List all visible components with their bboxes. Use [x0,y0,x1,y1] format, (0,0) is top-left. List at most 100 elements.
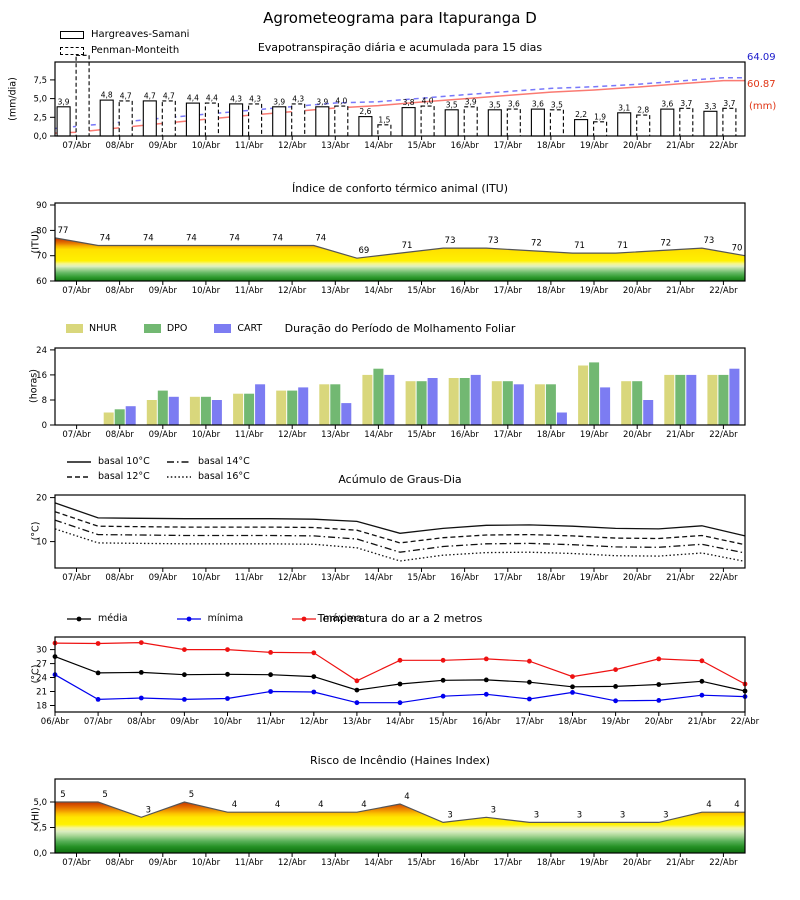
x-tick-label: 14/Abr [364,573,393,583]
x-tick-label: 09/Abr [149,430,178,440]
bar-value-label: 4,7 [163,91,175,100]
legend-label: NHUR [89,323,117,334]
bar-value-label: 3,5 [551,100,563,109]
haines-value-label: 4 [318,800,323,810]
Hargreaves-Samani-bar [99,99,114,137]
x-tick-label: 14/Abr [364,858,393,868]
bar-value-label: 3,5 [489,100,501,109]
x-tick-label: 15/Abr [407,286,436,296]
DPO-bar [502,381,513,425]
Penman-Monteith-bar [204,102,219,137]
molhamento-title: Duração do Período de Molhamento Foliar [284,322,516,335]
x-tick-label: 10/Abr [192,430,221,440]
haines-value-label: 3 [146,805,151,815]
x-tick-label: 16/Abr [451,141,480,151]
x-tick-label: 17/Abr [494,573,523,583]
média-point [225,671,230,677]
legend-label: mínima [207,613,244,624]
y-tick-label: 2,5 [33,113,47,123]
bar-value-label: 4,4 [206,94,218,103]
itu-ylabel: (ITU) [30,230,42,254]
média-point [613,684,618,689]
bar-value-label: 4,0 [335,97,347,106]
x-tick-label: 13/Abr [321,286,350,296]
haines-value-label: 5 [60,790,65,800]
media-swatch [67,616,91,621]
Penman-Monteith-bar [549,109,564,137]
itu-axes-box [54,202,746,282]
NHUR-bar [578,365,589,425]
mínima-point [138,695,144,701]
x-tick-label: 08/Abr [105,286,134,296]
média-point [311,674,317,679]
x-tick-label: 22/Abr [709,858,738,868]
evapo-chart: 3,9 4,8 4,7 4,4 4,3 3,9 3,9 2,6 3,8 3,5 3,5 3,6 2,2 3… [33,54,746,151]
y-tick-label: 90 [36,201,47,211]
bar-value-label: 3,8 [403,98,415,107]
NHUR-bar [491,381,502,425]
legend-item-basal12: basal 12°C [66,471,166,482]
mínima-point [95,697,101,702]
x-tick-label: 17/Abr [494,286,523,296]
média-point [570,684,575,690]
cart-swatch [214,324,232,333]
CART-bar [643,400,654,425]
máxima-point [354,678,360,684]
y-tick-label: 16 [36,371,47,381]
x-tick-label: 21/Abr [666,286,695,296]
y-tick-label: 5,0 [33,95,47,105]
mínima-point [656,698,662,703]
bar-value-label: 3,9 [58,97,70,106]
CART-bar [556,412,567,425]
x-tick-label: 16/Abr [451,430,480,440]
haines-value-label: 4 [404,792,409,802]
x-tick-label: 07/Abr [62,573,91,583]
DPO-bar [157,390,168,425]
haines-value-label: 5 [189,790,194,800]
haines-curve [55,801,745,824]
x-tick-label: 19/Abr [580,430,609,440]
Hargreaves-Samani-bar [530,108,545,137]
x-tick-label: 17/Abr [494,858,523,868]
evapo-ylabel: (mm/dia) [7,77,19,121]
DPO-bar [459,378,470,425]
Hargreaves-Samani-bar [574,119,589,137]
x-tick-label: 12/Abr [300,717,329,727]
legend-label: basal 16°C [198,471,250,482]
x-tick-label: 17/Abr [494,141,523,151]
temp-ylabel: (°C) [30,664,42,684]
DPO-bar [416,381,427,425]
hargreaves-swatch [60,30,84,39]
média-point [483,677,489,683]
x-tick-label: 12/Abr [278,286,307,296]
CART-bar [125,406,136,425]
grausdia-title: Acúmulo de Graus-Dia [338,473,462,486]
x-tick-label: 21/Abr [666,430,695,440]
mínima-point [440,693,446,699]
itu-value-label: 72 [660,239,671,249]
x-tick-label: 09/Abr [170,717,199,727]
legend-label: basal 14°C [198,456,250,467]
y-tick-label: 18 [36,702,47,712]
legend-label: basal 10°C [98,456,150,467]
x-tick-label: 20/Abr [623,430,652,440]
x-tick-label: 10/Abr [192,141,221,151]
x-tick-label: 07/Abr [62,858,91,868]
haines-value-label: 3 [577,810,582,820]
x-tick-label: 14/Abr [386,717,415,727]
mínima-point [354,700,360,706]
DPO-bar [589,362,600,425]
maxima-swatch [292,616,317,621]
mínima-point [483,691,489,697]
CART-bar [341,403,352,425]
grausdia-chart: 10 20 07/Abr 08/Abr 09/Abr 10/Abr 11/Abr 12/Abr… [36,494,746,583]
bar-value-label: 3,3 [704,102,716,111]
x-tick-label: 18/Abr [558,717,587,727]
evapo-legend: Hargreaves-Samani Penman-Monteith [60,29,189,56]
mínima-point [570,690,575,695]
média-point [268,672,273,678]
Penman-Monteith-bar [722,107,737,137]
legend-item-dpo: DPO [143,323,187,334]
haines-value-label: 5 [102,790,107,800]
itu-value-label: 73 [703,236,714,246]
